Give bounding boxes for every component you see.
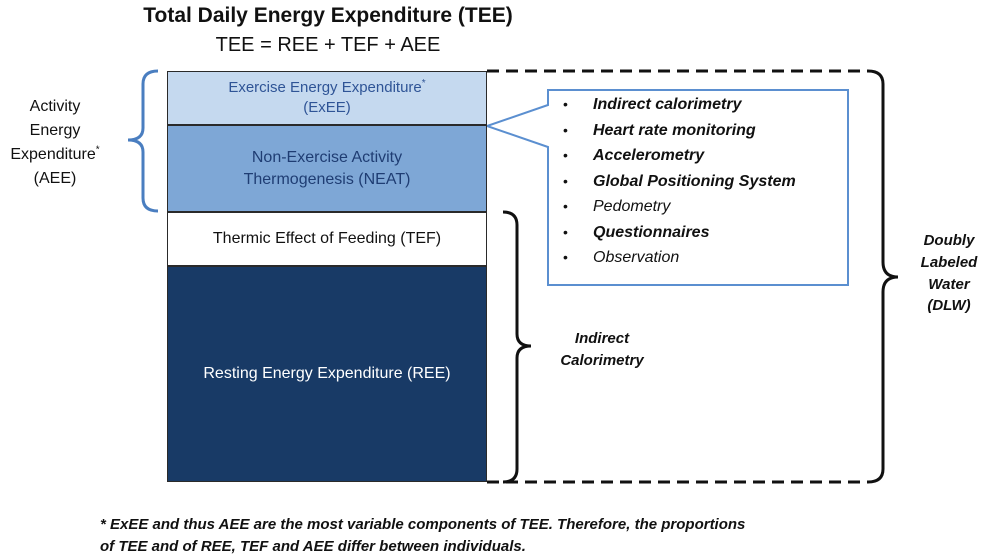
aee-label-line4: (AEE) [33,170,77,187]
list-item: • Questionnaires [549,220,849,246]
exee-label-line2: (ExEE) [303,99,351,116]
method-label: Observation [593,249,680,266]
exee-block: Exercise Energy Expenditure* (ExEE) [167,71,487,125]
footnote-line2: of TEE and of REE, TEF and AEE differ be… [100,537,526,555]
bullet-icon: • [563,147,568,163]
footnote-line1: * ExEE and thus AEE are the most variabl… [100,516,746,533]
bullet-icon: • [563,249,568,265]
bullet-icon: • [563,198,568,214]
list-item: • Observation [549,245,849,271]
bullet-icon: • [563,172,568,189]
neat-label-line1: Non-Exercise Activity [251,148,403,166]
dlw-label-line4: (DLW) [927,297,971,315]
bullet-icon: • [563,121,568,138]
list-item: • Pedometry [549,194,849,220]
dlw-label-line2: Labeled [920,253,978,271]
method-label: Pedometry [593,198,671,215]
exee-asterisk: * [421,77,426,89]
list-item: • Indirect calorimetry [549,92,849,118]
method-label: Indirect calorimetry [593,96,742,113]
diagram-title: Total Daily Energy Expenditure (TEE) [143,4,513,27]
tef-block: Thermic Effect of Feeding (TEF) [167,212,487,266]
list-item: • Heart rate monitoring [549,118,849,144]
ree-block: Resting Energy Expenditure (REE) [167,266,487,482]
neat-label-line2: Thermogenesis (NEAT) [243,170,411,188]
aee-asterisk: * [95,144,100,156]
methods-callout [483,89,849,286]
list-item: • Accelerometry [549,143,849,169]
method-label: Heart rate monitoring [593,121,756,139]
ic-brace [502,210,532,484]
method-label: Accelerometry [593,147,705,164]
aee-label: Activity Energy Expenditure* (AEE) [0,95,110,191]
bullet-icon: • [563,96,568,112]
footnote: * ExEE and thus AEE are the most variabl… [100,514,980,558]
tef-label: Thermic Effect of Feeding (TEF) [212,230,442,248]
ic-label-line1: Indirect [574,330,630,347]
method-label: Global Positioning System [593,172,796,190]
ree-label: Resting Energy Expenditure (REE) [203,365,451,383]
dlw-label: Doubly Labeled Water (DLW) [912,230,986,317]
indirect-calorimetry-label: Indirect Calorimetry [537,328,667,372]
exee-label-line1: Exercise Energy Expenditure [228,78,422,96]
tee-equation: TEE = REE + TEF + AEE [215,34,441,56]
neat-block: Non-Exercise Activity Thermogenesis (NEA… [167,125,487,212]
measurement-methods-list: • Indirect calorimetry • Heart rate monito… [549,92,849,271]
dlw-brace [867,69,899,484]
bullet-icon: • [563,223,568,240]
aee-label-line3: Expenditure [10,146,96,163]
aee-label-line2: Energy [29,122,81,139]
dlw-dashed-outline [487,69,868,484]
ic-label-line2: Calorimetry [560,351,644,369]
list-item: • Global Positioning System [549,169,849,195]
aee-brace [127,69,159,213]
dlw-label-line3: Water [928,275,970,293]
method-label: Questionnaires [593,223,710,241]
dlw-label-line1: Doubly [923,232,975,249]
aee-label-line1: Activity [29,98,81,115]
